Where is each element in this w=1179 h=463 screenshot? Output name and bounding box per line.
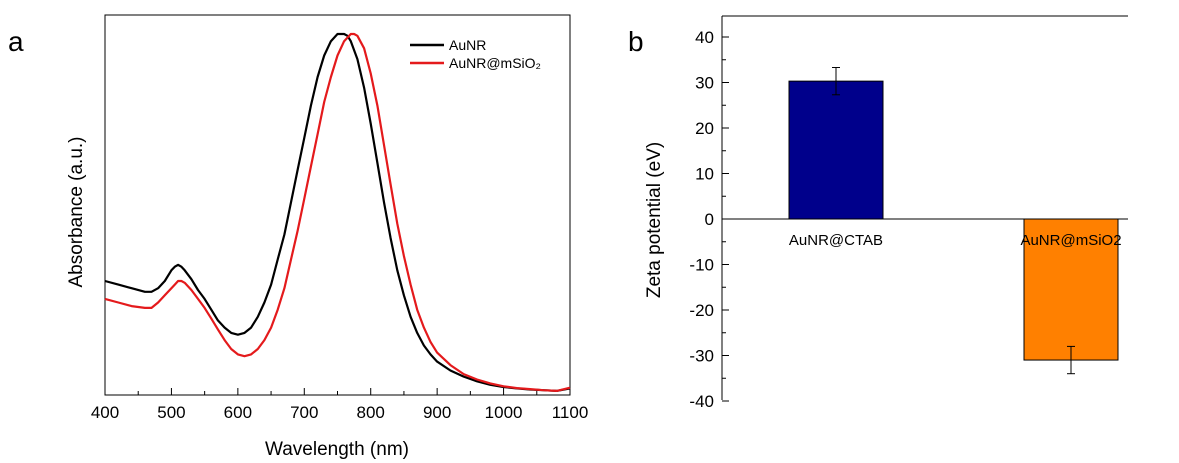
legend-label-aunr-msio2: AuNR@mSiO₂ (449, 55, 541, 71)
y-tick-label: 0 (705, 210, 714, 229)
legend-label-aunr: AuNR (449, 37, 486, 53)
category-label-ctab: AuNR@CTAB (789, 232, 883, 249)
category-label-msio2: AuNR@mSiO2 (1020, 232, 1121, 249)
y-tick-label: -40 (689, 392, 714, 411)
x-tick-label: 800 (357, 403, 385, 422)
y-tick-label: 20 (695, 119, 714, 138)
zeta-chart: -40 -30 -20 -10 0 10 20 30 40 AuNR@CTAB AuNR@mSi… (644, 15, 1128, 411)
y-ticks-b: -40 -30 -20 -10 0 10 20 30 40 (689, 28, 729, 411)
panel-letter-a: a (8, 26, 24, 57)
x-tick-label: 900 (423, 403, 451, 422)
spectrum-line-1 (104, 32, 571, 392)
x-tick-label: 600 (224, 403, 252, 422)
spectrum-line-0 (104, 32, 571, 392)
y-tick-label: 10 (695, 165, 714, 184)
y-tick-label: -20 (689, 301, 714, 320)
x-tick-label: 1000 (485, 403, 523, 422)
y-axis-label-a: Absorbance (a.u.) (66, 136, 87, 287)
y-tick-label: -30 (689, 347, 714, 366)
legend-a: AuNR AuNR@mSiO₂ (410, 37, 541, 71)
y-tick-label: -10 (689, 256, 714, 275)
panel-letter-b: b (628, 26, 644, 57)
x-tick-label: 700 (290, 403, 318, 422)
bars (788, 66, 1119, 375)
absorbance-chart: 400 500 600 700 800 900 1000 1100 Wavelength (n… (66, 14, 588, 460)
x-tick-label: 400 (91, 403, 119, 422)
x-ticks-a: 400 500 600 700 800 900 1000 1100 (91, 388, 588, 422)
spectra (104, 32, 571, 392)
y-axis-label-b: Zeta potential (eV) (644, 142, 665, 298)
bar-aunr-ctab (788, 80, 884, 220)
y-tick-label: 30 (695, 74, 714, 93)
plot-frame-a (104, 14, 571, 396)
x-axis-label-a: Wavelength (nm) (265, 439, 409, 460)
y-tick-label: 40 (695, 28, 714, 47)
bar-aunr-msio2 (1023, 218, 1119, 361)
x-tick-label: 500 (157, 403, 185, 422)
x-tick-label: 1100 (552, 403, 589, 422)
